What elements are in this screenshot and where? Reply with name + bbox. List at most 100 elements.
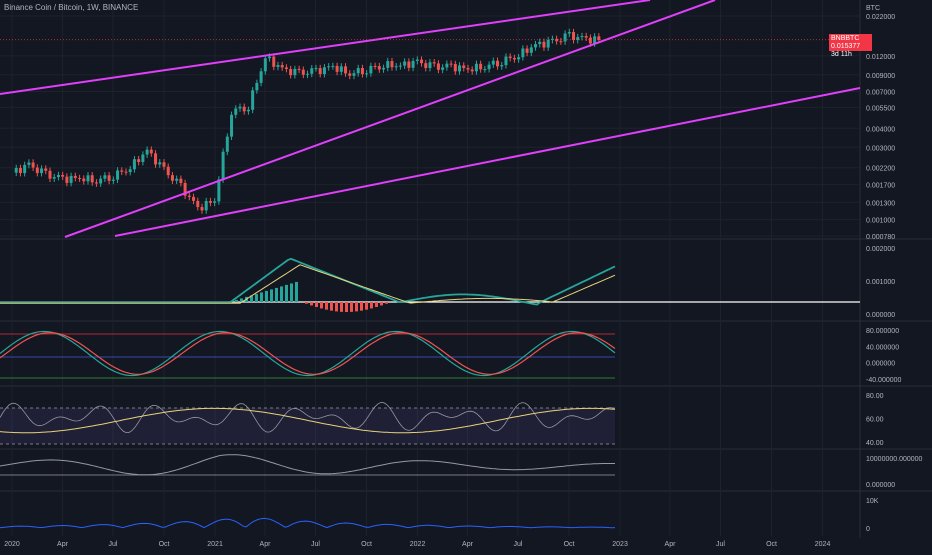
candle-body [403,61,407,66]
candle-body [327,66,331,68]
candle-body [90,175,94,183]
candle-body [141,154,145,163]
macd-hist-bar [345,302,348,312]
last-price-badge: BNBBTC 0.015377 3d 11h [829,34,872,58]
candle-body [44,168,48,171]
candle-body [567,32,571,34]
candle-body [204,201,208,211]
time-axis-label: Apr [665,541,677,548]
candle-body [48,170,52,179]
candle-body [597,36,601,40]
time-axis-label: Oct [564,541,575,548]
candle-body [166,166,170,176]
macd-signal-line [0,264,616,304]
candle-body [310,68,314,74]
price-scale-tick: 0.001000 [866,218,895,225]
candle-body [436,63,440,70]
candle-body [179,178,183,183]
candle-body [415,59,419,61]
macd-scale-tick: 0.002000 [866,246,895,253]
candle-body [255,82,259,91]
candle-body [483,69,487,71]
candle-body [301,69,305,75]
time-axis-label: Oct [361,541,372,548]
time-axis-label: Apr [462,541,474,548]
candle-body [538,41,542,45]
candle-body [411,60,415,68]
volume-line [0,517,616,529]
macd-hist-bar [370,302,373,309]
candle-body [23,164,27,174]
macd-scale-tick: 0.001000 [866,279,895,286]
candle-body [65,176,69,183]
candle-body [390,61,394,68]
stoch-scale-tick: 0.000000 [866,361,895,368]
rsi-ma-line [0,407,616,434]
candle-body [293,68,297,76]
candle-body [99,178,103,184]
candle-body [428,62,432,69]
candle-body [111,179,115,181]
candle-body [221,151,225,180]
candle-body [394,66,398,68]
price-scale-tick: 0.004000 [866,126,895,133]
candle-body [187,195,191,197]
candle-body [462,65,466,69]
candle-body [517,57,521,60]
time-axis-label: Apr [57,541,69,548]
macd-hist-bar [295,281,298,302]
trendline-lower [114,87,861,237]
candle-body [276,65,280,67]
candle-body [500,65,504,67]
candle-body [407,61,411,68]
candle-body [158,162,162,165]
badge-symbol: BNBBTC [831,35,860,42]
candle-body [124,171,128,173]
rsi-band [0,408,615,444]
candle-body [61,174,65,177]
candle-body [217,179,221,202]
candle-body [576,37,580,41]
candle-body [196,200,200,208]
candle-body [420,59,424,64]
candle-body [453,63,457,72]
macd-hist-bar [330,302,333,311]
candle-body [331,65,335,67]
macd-hist-bar [325,302,328,310]
candle-body [128,169,132,173]
candle-body [242,106,246,112]
candle-body [449,63,453,65]
candle-body [521,48,525,58]
candle-body [107,175,111,181]
macd-line [0,257,616,306]
candle-body [508,56,512,59]
candle-body [504,56,508,66]
candle-body [491,60,495,65]
time-axis-label: 2023 [612,541,628,548]
rsi-line [0,401,616,434]
candle-body [318,68,322,75]
macd-hist-bar [240,298,243,302]
trendline-middle [64,0,716,238]
candle-body [56,174,60,178]
rsi-scale-tick: 80.00 [866,393,884,400]
osc-scale-tick: 10000000.000000 [866,456,923,463]
macd-hist-bar [275,287,278,302]
candle-body [542,41,546,48]
candle-body [572,32,576,41]
candle-body [458,65,462,72]
candle-body [263,58,267,72]
macd-hist-bar [285,284,288,302]
trendline-upper [0,0,651,95]
candle-body [78,178,82,180]
time-axis-label: Jul [513,541,522,548]
candle-body [512,58,516,60]
candle-body [559,41,563,43]
candle-body [284,67,288,70]
candle-body [208,201,212,203]
candle-body [466,68,470,70]
candle-body [339,66,343,72]
candle-body [230,114,234,137]
